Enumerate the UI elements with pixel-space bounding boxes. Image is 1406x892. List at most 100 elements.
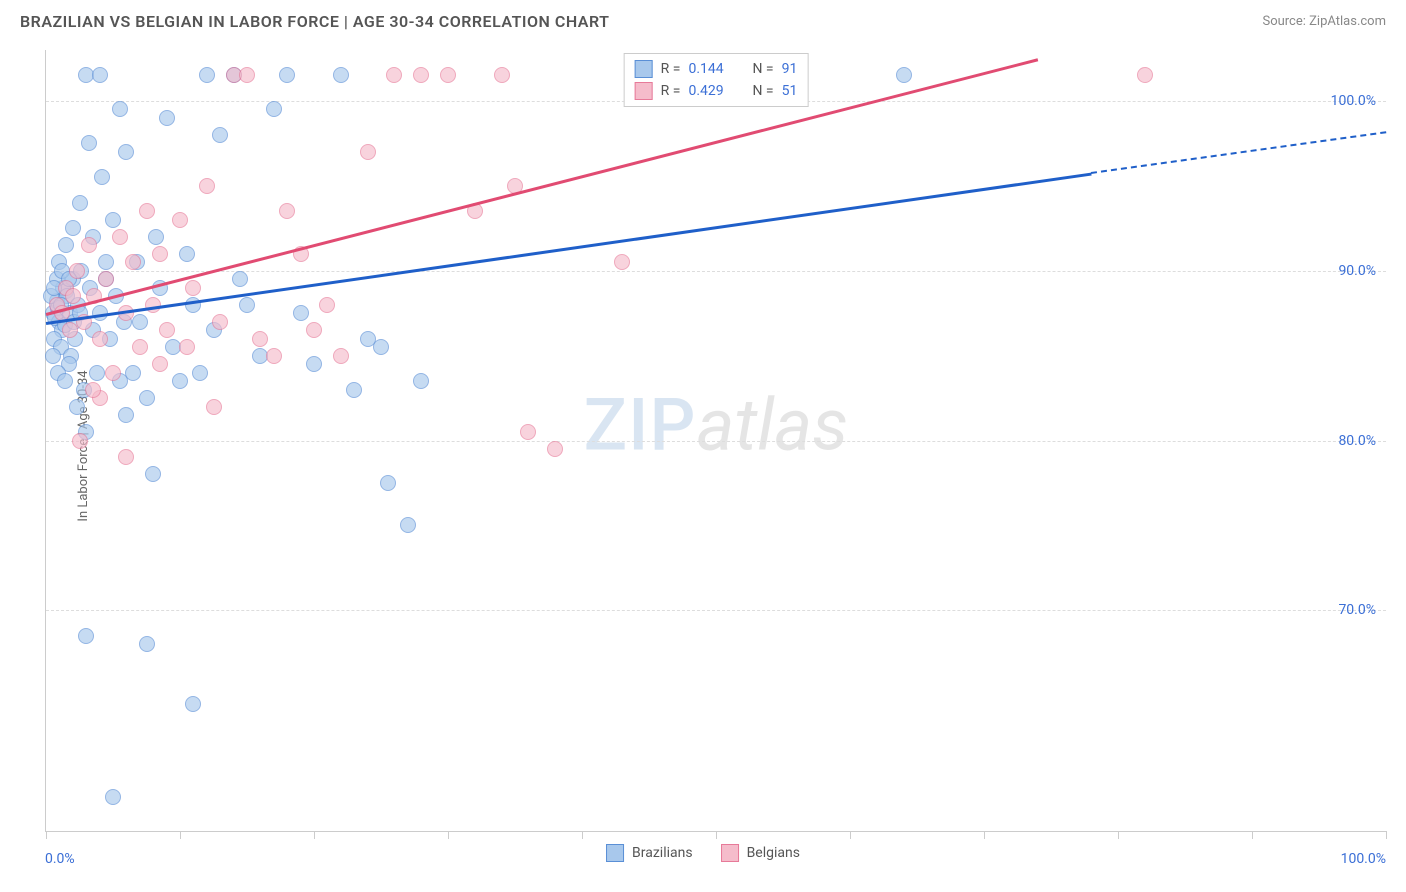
scatter-point bbox=[72, 433, 88, 449]
y-tick-label: 90.0% bbox=[1338, 263, 1376, 279]
x-tick bbox=[1252, 831, 1253, 839]
trend-line bbox=[46, 59, 1038, 316]
scatter-point bbox=[78, 628, 94, 644]
scatter-point bbox=[65, 220, 81, 236]
scatter-point bbox=[199, 67, 215, 83]
watermark: ZIPatlas bbox=[584, 382, 849, 467]
gridline-h bbox=[46, 441, 1386, 442]
scatter-point bbox=[380, 475, 396, 491]
scatter-point bbox=[152, 356, 168, 372]
n-label: N = bbox=[752, 61, 773, 77]
gridline-h bbox=[46, 610, 1386, 611]
scatter-point bbox=[118, 144, 134, 160]
scatter-point bbox=[239, 67, 255, 83]
y-tick-label: 80.0% bbox=[1338, 433, 1376, 449]
scatter-point bbox=[333, 67, 349, 83]
gridline-h bbox=[46, 271, 1386, 272]
trend-line-dashed bbox=[1091, 131, 1386, 174]
x-axis-min-label: 0.0% bbox=[45, 851, 75, 867]
scatter-point bbox=[185, 280, 201, 296]
legend-swatch bbox=[606, 844, 624, 862]
legend-correlation-row: R = 0.144 N = 91 bbox=[635, 58, 798, 80]
scatter-point bbox=[159, 110, 175, 126]
scatter-point bbox=[279, 203, 295, 219]
scatter-point bbox=[94, 169, 110, 185]
scatter-point bbox=[400, 517, 416, 533]
scatter-point bbox=[306, 322, 322, 338]
chart-plot-area: ZIPatlas R =0.144N =91R =0.429N =51 70.0… bbox=[45, 50, 1386, 832]
legend-series-item: Belgians bbox=[721, 844, 800, 862]
scatter-point bbox=[148, 229, 164, 245]
scatter-point bbox=[98, 271, 114, 287]
x-tick bbox=[46, 831, 47, 839]
scatter-point bbox=[89, 365, 105, 381]
scatter-point bbox=[413, 373, 429, 389]
x-tick bbox=[984, 831, 985, 839]
scatter-point bbox=[172, 373, 188, 389]
scatter-point bbox=[373, 339, 389, 355]
scatter-point bbox=[494, 67, 510, 83]
r-value: 0.144 bbox=[688, 61, 738, 77]
scatter-point bbox=[58, 237, 74, 253]
scatter-point bbox=[440, 67, 456, 83]
x-tick bbox=[180, 831, 181, 839]
series-legend: Brazilians Belgians bbox=[606, 844, 800, 862]
x-tick bbox=[850, 831, 851, 839]
scatter-point bbox=[333, 348, 349, 364]
scatter-point bbox=[118, 449, 134, 465]
scatter-point bbox=[212, 127, 228, 143]
scatter-point bbox=[152, 246, 168, 262]
scatter-point bbox=[239, 297, 255, 313]
scatter-point bbox=[132, 339, 148, 355]
scatter-point bbox=[105, 789, 121, 805]
scatter-point bbox=[192, 365, 208, 381]
scatter-point bbox=[139, 636, 155, 652]
chart-header: BRAZILIAN VS BELGIAN IN LABOR FORCE | AG… bbox=[0, 0, 1406, 41]
x-axis-max-label: 100.0% bbox=[1341, 851, 1386, 867]
legend-series-label: Brazilians bbox=[632, 845, 693, 861]
n-value: 91 bbox=[782, 61, 798, 77]
scatter-point bbox=[179, 246, 195, 262]
n-value: 51 bbox=[782, 83, 798, 99]
x-tick bbox=[716, 831, 717, 839]
legend-series-label: Belgians bbox=[747, 845, 800, 861]
trend-line bbox=[46, 172, 1092, 324]
scatter-point bbox=[212, 314, 228, 330]
scatter-point bbox=[266, 101, 282, 117]
scatter-point bbox=[319, 297, 335, 313]
scatter-point bbox=[547, 441, 563, 457]
scatter-point bbox=[92, 67, 108, 83]
scatter-point bbox=[172, 212, 188, 228]
scatter-point bbox=[132, 314, 148, 330]
correlation-legend: R =0.144N =91R =0.429N =51 bbox=[624, 53, 809, 107]
scatter-point bbox=[346, 382, 362, 398]
scatter-point bbox=[98, 254, 114, 270]
scatter-point bbox=[145, 297, 161, 313]
scatter-point bbox=[105, 365, 121, 381]
scatter-point bbox=[118, 407, 134, 423]
legend-correlation-row: R =0.429N =51 bbox=[635, 80, 798, 102]
scatter-point bbox=[252, 331, 268, 347]
y-tick-label: 100.0% bbox=[1331, 93, 1376, 109]
legend-swatch bbox=[635, 60, 653, 78]
scatter-point bbox=[896, 67, 912, 83]
x-tick bbox=[448, 831, 449, 839]
scatter-point bbox=[199, 178, 215, 194]
scatter-point bbox=[112, 101, 128, 117]
scatter-point bbox=[520, 424, 536, 440]
r-label: R = bbox=[661, 61, 681, 77]
scatter-point bbox=[386, 67, 402, 83]
scatter-point bbox=[179, 339, 195, 355]
scatter-point bbox=[1137, 67, 1153, 83]
r-value: 0.429 bbox=[688, 83, 738, 99]
scatter-point bbox=[81, 135, 97, 151]
scatter-point bbox=[293, 305, 309, 321]
legend-swatch bbox=[721, 844, 739, 862]
scatter-point bbox=[65, 288, 81, 304]
chart-title: BRAZILIAN VS BELGIAN IN LABOR FORCE | AG… bbox=[20, 12, 609, 31]
r-label: R = bbox=[661, 83, 681, 99]
scatter-point bbox=[413, 67, 429, 83]
scatter-point bbox=[232, 271, 248, 287]
scatter-point bbox=[159, 322, 175, 338]
scatter-point bbox=[105, 212, 121, 228]
